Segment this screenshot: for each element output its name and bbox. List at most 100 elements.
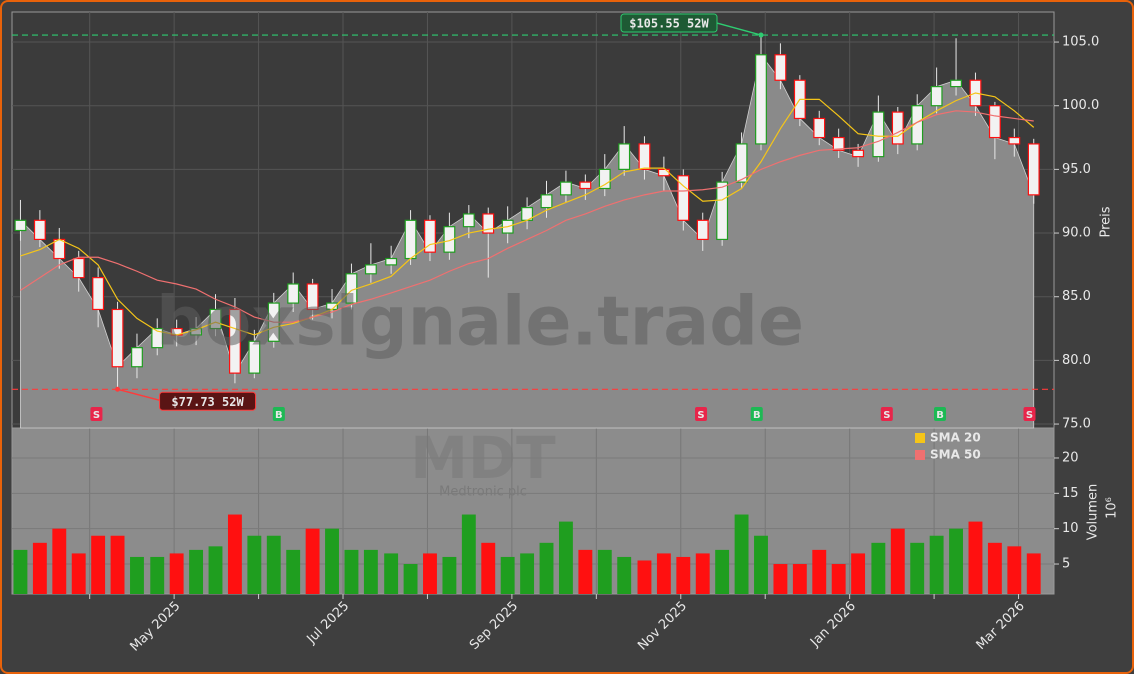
- volume-bar: [715, 549, 730, 594]
- candle-body: [755, 54, 767, 145]
- y-tick-label: 75.0: [1062, 417, 1091, 432]
- volume-bar: [987, 542, 1002, 594]
- candle-body: [988, 105, 1001, 139]
- candle-body: [891, 111, 904, 145]
- sma-line: [20, 92, 1035, 336]
- signal-label: S: [697, 410, 704, 421]
- candle-body: [559, 181, 572, 196]
- candle-body: [677, 175, 690, 221]
- y-tick-label: 85.0: [1062, 289, 1091, 304]
- candle-body: [579, 181, 592, 190]
- candle-body: [443, 226, 456, 253]
- volume-bar: [325, 528, 339, 594]
- volume-tick-label: 10: [1062, 521, 1079, 536]
- volume-bar: [558, 521, 573, 594]
- x-tick-label: Sep 2025: [467, 599, 521, 653]
- volume-bar: [812, 549, 827, 594]
- y-tick-label: 80.0: [1062, 353, 1091, 368]
- volume-bar: [403, 564, 418, 594]
- annotation-label: $77.73 52W: [171, 395, 244, 409]
- signal-marker: [90, 407, 103, 421]
- candle-body: [462, 213, 475, 228]
- signal-label: S: [93, 410, 100, 421]
- volume-bar: [539, 542, 554, 594]
- candle-body: [950, 79, 962, 88]
- volume-bar: [13, 549, 28, 594]
- signal-marker: [272, 407, 285, 421]
- volume-bar: [169, 553, 184, 594]
- annotation-point: [115, 386, 121, 392]
- candle-body: [832, 136, 845, 151]
- candle-body: [657, 168, 670, 177]
- candle-body: [774, 54, 787, 81]
- volume-bar: [110, 535, 125, 594]
- signal-label: S: [1026, 410, 1033, 421]
- signal-marker: [695, 407, 708, 421]
- volume-bar: [32, 542, 47, 594]
- volume-bar: [637, 560, 652, 594]
- candle-body: [33, 219, 46, 241]
- legend-label: SMA 20: [930, 431, 981, 445]
- annotation-point: [758, 32, 764, 38]
- volume-bar: [247, 535, 262, 594]
- ticker-watermark: MDT: [410, 424, 556, 492]
- volume-bar: [656, 553, 671, 594]
- volume-bar: [676, 556, 691, 594]
- volume-bar: [52, 528, 67, 594]
- volume-tick-label: 15: [1062, 486, 1079, 501]
- candle-body: [813, 117, 826, 139]
- volume-bar: [461, 514, 476, 594]
- x-tick-label: Jan 2026: [807, 599, 859, 651]
- volume-bar: [91, 535, 106, 594]
- volume-bar: [500, 556, 515, 594]
- candle-body: [872, 111, 885, 158]
- candle-body: [598, 168, 611, 190]
- x-tick-label: Mar 2026: [974, 599, 1028, 653]
- volume-bar: [227, 514, 242, 594]
- candle-body: [424, 219, 436, 253]
- signal-label: B: [275, 410, 283, 421]
- volume-bar: [851, 553, 866, 594]
- candle-body: [638, 143, 651, 170]
- volume-axis-label: Volumen: [1086, 484, 1101, 541]
- volume-bar: [208, 546, 223, 594]
- candle-body: [618, 143, 631, 170]
- candle-body: [14, 219, 27, 232]
- annotation-box: [159, 391, 257, 411]
- y-tick-label: 105.0: [1062, 35, 1099, 50]
- volume-bar: [305, 528, 320, 594]
- volume-bar: [71, 553, 86, 594]
- candle-body: [131, 347, 143, 368]
- volume-bar: [423, 553, 437, 594]
- candle-body: [364, 264, 377, 275]
- volume-bar: [344, 549, 359, 594]
- volume-bar: [1026, 553, 1041, 594]
- volume-bar: [189, 549, 204, 594]
- annotation-arrow: [117, 388, 164, 403]
- volume-bar: [286, 549, 301, 594]
- volume-bar: [384, 553, 399, 594]
- candle-body: [716, 181, 729, 241]
- volume-bar: [695, 553, 710, 594]
- volume-bar: [910, 542, 925, 594]
- watermark: boxsignale.trade: [156, 283, 804, 362]
- candle-body: [1027, 143, 1040, 196]
- volume-bar: [442, 556, 457, 594]
- volume-bar: [597, 549, 612, 594]
- candle-body: [72, 257, 85, 279]
- candle-body: [92, 277, 105, 311]
- sma-line: [20, 110, 1034, 323]
- annotation-label: $105.55 52W: [629, 17, 709, 31]
- volume-bar: [1007, 546, 1022, 594]
- candle-body: [228, 308, 241, 374]
- volume-bar: [617, 556, 632, 594]
- legend-swatch: [915, 450, 925, 460]
- signal-label: B: [753, 410, 761, 421]
- candle-body: [696, 219, 709, 241]
- candle-body: [287, 283, 300, 304]
- signal-label: S: [883, 410, 890, 421]
- plot-layer: May 2025 Jul 2025 Sep 2025 Nov 2025 Jan 2026…: [12, 12, 1099, 655]
- y-axis-label: Preis: [1099, 206, 1114, 237]
- volume-bar: [481, 542, 496, 594]
- candle-body: [151, 327, 164, 349]
